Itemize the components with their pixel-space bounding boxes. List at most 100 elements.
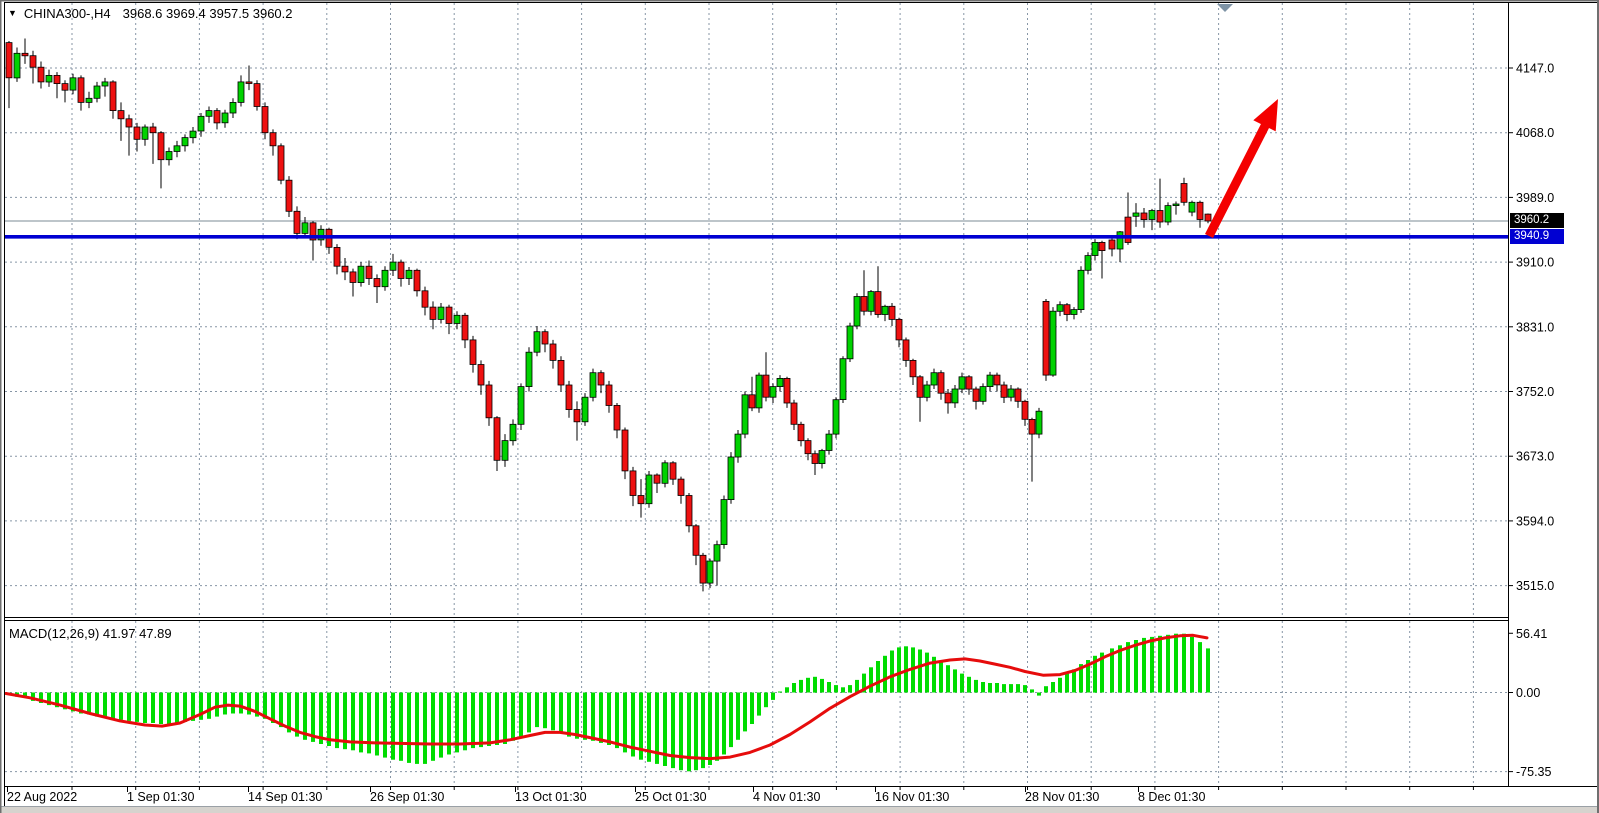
candle <box>165 151 173 161</box>
macd-bar <box>967 676 971 693</box>
macd-bar <box>215 692 219 717</box>
macd-bar <box>295 692 299 737</box>
candle <box>1164 205 1172 223</box>
macd-bar <box>701 692 705 769</box>
price-axis-label: 3594.0 <box>1516 514 1554 528</box>
macd-bar <box>1058 677 1062 693</box>
candle <box>453 314 461 324</box>
candle <box>501 440 509 461</box>
candle <box>173 145 181 152</box>
candle <box>293 210 301 234</box>
candle <box>597 372 605 386</box>
candle <box>85 97 93 103</box>
candle <box>993 374 1001 386</box>
candle <box>589 372 597 398</box>
price-axis-label: 3515.0 <box>1516 579 1554 593</box>
trend-arrow[interactable] <box>1204 99 1278 239</box>
date-label: 1 Sep 01:30 <box>127 790 194 804</box>
candle <box>29 55 37 68</box>
candle <box>1084 255 1092 271</box>
macd-bar <box>175 692 179 723</box>
macd-bar <box>391 692 395 760</box>
candle <box>245 81 253 84</box>
candle <box>1077 269 1085 310</box>
macd-bar <box>591 692 595 741</box>
symbol-dropdown-icon[interactable]: ▼ <box>8 8 17 18</box>
macd-bar <box>1086 660 1090 693</box>
macd-bar <box>1142 637 1146 693</box>
candle <box>5 42 13 79</box>
candle <box>477 364 485 386</box>
macd-bar <box>415 692 419 764</box>
candle <box>1014 388 1022 402</box>
macd-axis-label: 56.41 <box>1516 627 1547 641</box>
macd-bar <box>764 692 768 708</box>
candle <box>645 474 653 505</box>
macd-bar <box>303 692 307 740</box>
macd-bar <box>820 678 824 693</box>
candle <box>445 306 453 324</box>
macd-bar <box>687 692 691 772</box>
date-label: 13 Oct 01:30 <box>515 790 587 804</box>
candle <box>573 409 581 423</box>
macd-bar <box>1158 635 1162 693</box>
macd-bar <box>890 650 894 693</box>
candle <box>1091 241 1099 256</box>
macd-bar <box>399 692 403 761</box>
candle <box>533 331 541 353</box>
price-axis: 4147.0 4068.0 3989.0 3910.0 3831.0 3752.0 3673… <box>1516 62 1554 780</box>
candle <box>1140 212 1148 220</box>
candle <box>1070 309 1078 315</box>
macd-bar <box>31 692 35 701</box>
candle <box>629 470 637 496</box>
candle <box>965 376 973 390</box>
candle <box>811 453 819 464</box>
candle <box>493 417 501 461</box>
candle <box>581 396 589 423</box>
macd-axis-label: 0.00 <box>1516 686 1540 700</box>
candle <box>790 402 798 425</box>
candle <box>1196 201 1204 220</box>
candle <box>669 462 677 480</box>
macd-bar <box>792 683 796 693</box>
macd-bar <box>615 692 619 749</box>
candle <box>429 306 437 320</box>
candle <box>937 372 945 394</box>
macd-bar <box>143 692 147 723</box>
macd-bar <box>750 692 754 724</box>
time-axis: 22 Aug 2022 1 Sep 01:30 14 Sep 01:30 26 Sep… <box>7 790 1205 804</box>
macd-bar <box>231 692 235 714</box>
macd-bar <box>191 692 195 721</box>
candle <box>909 359 917 378</box>
macd-bar <box>995 683 999 693</box>
candle <box>1156 210 1164 223</box>
candle <box>881 305 889 315</box>
macd-bar <box>311 692 315 742</box>
macd-bar <box>1110 648 1114 693</box>
candle <box>317 228 325 241</box>
macd-bar <box>771 692 775 700</box>
chart-title: ▼ CHINA300-,H4 3968.6 3969.4 3957.5 3960.2 <box>8 6 293 21</box>
macd-bar <box>567 692 571 737</box>
date-label: 26 Sep 01:30 <box>370 790 444 804</box>
candle <box>269 132 277 147</box>
macd-bar <box>503 692 507 744</box>
macd-bar <box>647 692 651 762</box>
candle <box>653 474 661 484</box>
date-label: 25 Oct 01:30 <box>635 790 707 804</box>
candle <box>860 296 868 312</box>
price-axis-label: 3752.0 <box>1516 385 1554 399</box>
candle <box>944 392 952 404</box>
candle <box>888 305 896 320</box>
date-label: 8 Dec 01:30 <box>1138 790 1205 804</box>
candle <box>1172 203 1180 207</box>
macd-bar <box>988 683 992 693</box>
candle <box>755 374 763 409</box>
macd-bar <box>151 692 155 723</box>
macd-bar <box>1134 640 1138 693</box>
candle <box>285 179 293 212</box>
candle <box>762 374 770 398</box>
hline-price-badge: 3940.9 <box>1510 229 1564 244</box>
